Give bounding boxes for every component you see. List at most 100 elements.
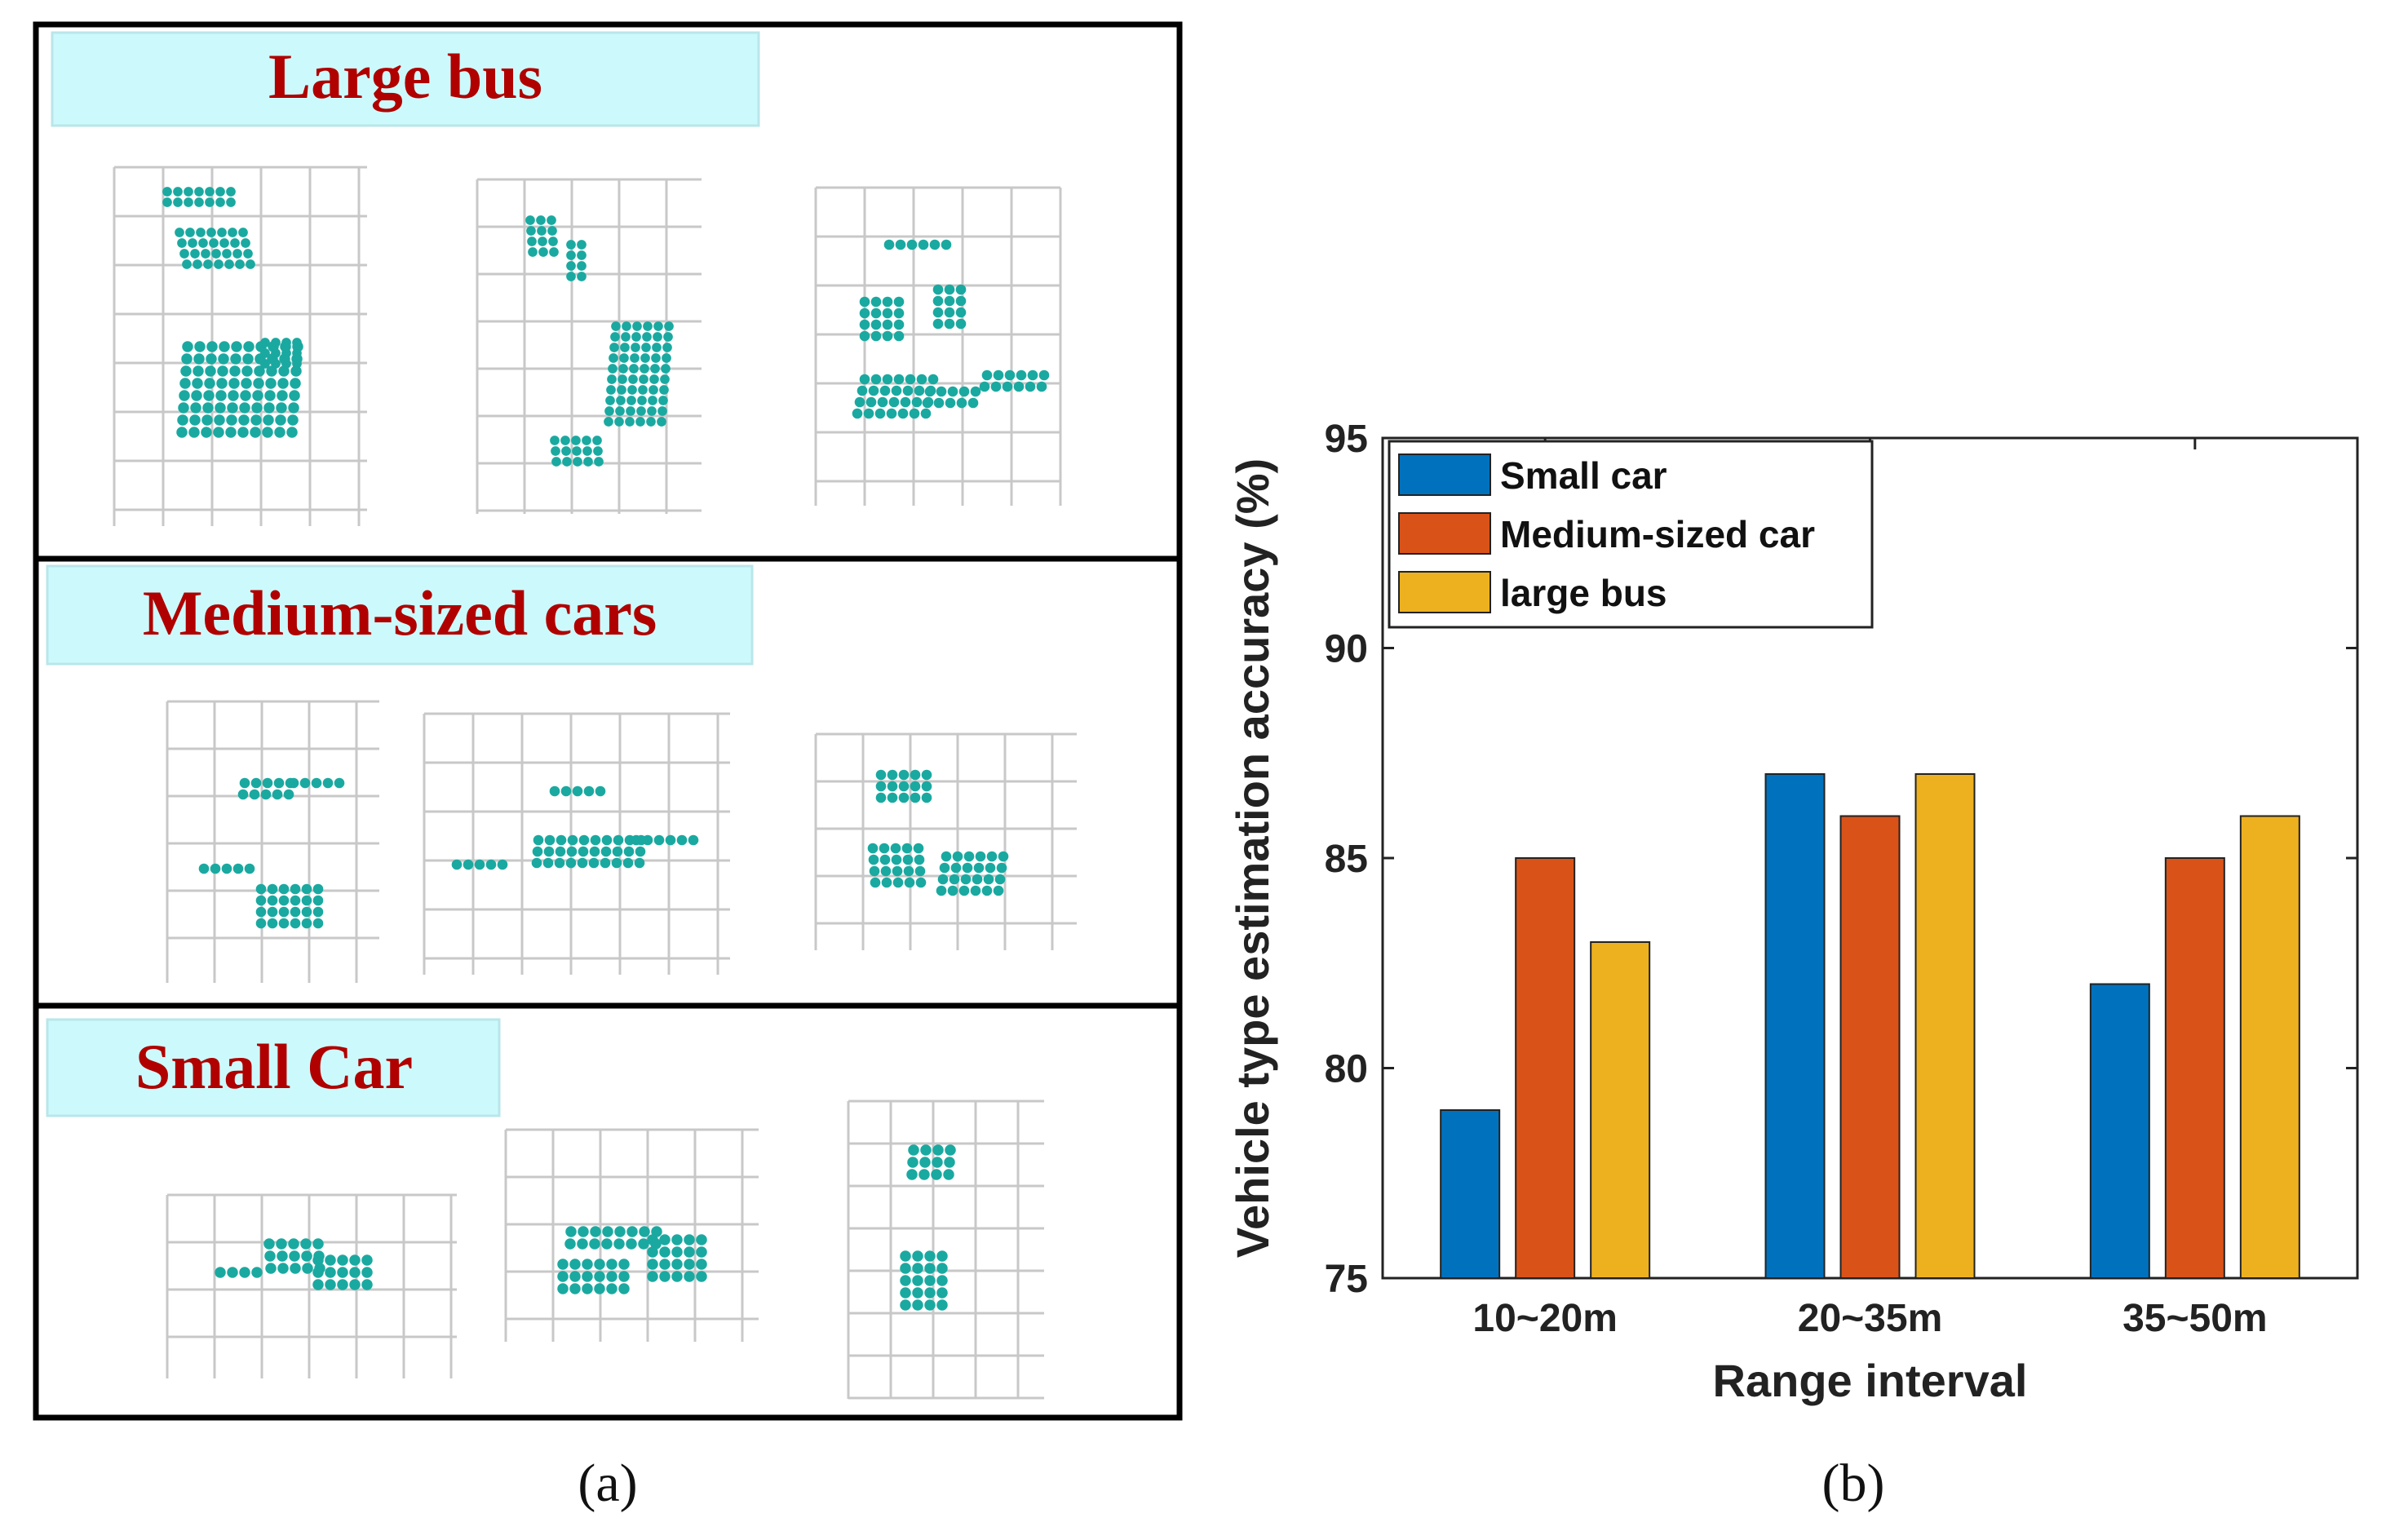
scan-point [288, 777, 299, 789]
scan-point [875, 769, 887, 781]
scan-point [225, 427, 237, 438]
point-cluster [859, 296, 905, 342]
scan-point [963, 851, 975, 862]
scan-point [960, 874, 972, 885]
scan-point [239, 1267, 250, 1278]
scan-point [290, 365, 302, 377]
scan-point [173, 197, 183, 207]
point-cloud-thumbnail [814, 732, 1077, 950]
scan-point [859, 374, 870, 385]
scan-point [883, 239, 895, 250]
scan-point [349, 1267, 361, 1278]
scan-point [569, 1271, 581, 1282]
scan-point [556, 834, 567, 846]
scan-point [255, 883, 267, 895]
scan-point [218, 353, 229, 365]
scan-point [263, 402, 275, 414]
scan-point [875, 781, 887, 792]
scan-point [892, 877, 904, 888]
scan-point [205, 365, 216, 377]
scan-point [895, 239, 906, 250]
scan-point [908, 1144, 919, 1156]
point-cloud-thumbnail [166, 700, 379, 983]
scan-point [618, 364, 628, 374]
scan-point [206, 341, 218, 352]
point-cluster [198, 863, 255, 874]
scan-point [912, 1287, 923, 1299]
scan-point [543, 846, 555, 857]
x-tick-label: 10~20m [1472, 1297, 1618, 1340]
scan-point [662, 343, 672, 352]
scan-point [854, 396, 865, 408]
scan-point [578, 1226, 589, 1237]
scan-point [566, 240, 576, 250]
scan-point [566, 846, 578, 857]
scan-point [278, 883, 290, 895]
scan-point [497, 859, 508, 870]
scan-point [361, 1254, 373, 1266]
scan-point [958, 386, 970, 397]
scan-point [944, 307, 955, 318]
scan-point [325, 1267, 336, 1278]
scan-point [178, 402, 189, 414]
scan-point [312, 918, 324, 929]
scan-point [260, 789, 272, 800]
point-cloud-thumbnail [814, 186, 1062, 506]
scan-point [906, 1169, 918, 1180]
scan-point [606, 1271, 617, 1282]
scan-point [684, 1234, 695, 1245]
scan-point [554, 857, 565, 869]
scan-point [651, 1226, 662, 1237]
scan-point [1025, 381, 1036, 392]
scan-point [638, 1238, 649, 1250]
scan-point [582, 1283, 593, 1294]
scan-point [201, 249, 210, 259]
scan-point [922, 397, 933, 409]
scan-point [290, 895, 301, 906]
scan-point [589, 1238, 600, 1250]
scan-point [927, 374, 939, 385]
scan-point [254, 365, 265, 377]
scan-point [244, 863, 255, 874]
scan-point [182, 341, 193, 352]
scan-point [177, 238, 187, 248]
scan-point [243, 249, 253, 259]
scan-point [659, 1246, 671, 1258]
scan-point [637, 396, 647, 405]
title-box-small-car [46, 1018, 501, 1117]
point-cluster [312, 1254, 373, 1290]
scan-point [262, 777, 273, 789]
scan-point [179, 390, 190, 401]
scan-point [194, 341, 206, 352]
scan-point [219, 341, 230, 352]
scan-point [566, 272, 576, 281]
scan-point [893, 319, 905, 330]
scan-point [929, 239, 941, 250]
scan-point [237, 427, 249, 438]
scan-point [956, 397, 967, 409]
scan-point [292, 338, 302, 347]
scan-point [312, 1267, 324, 1278]
scan-point [271, 338, 281, 347]
scan-point [528, 247, 538, 257]
scan-point [945, 1144, 956, 1156]
scan-point [875, 792, 887, 803]
scan-point [361, 1267, 373, 1278]
scan-point [601, 1238, 613, 1250]
scan-point [605, 396, 615, 405]
scan-point [936, 885, 947, 896]
scan-point [260, 359, 270, 369]
scan-point [582, 1259, 593, 1270]
scan-point [617, 385, 626, 395]
panel-a-frame [33, 21, 1183, 1421]
scan-point [906, 239, 918, 250]
scan-point [613, 1238, 625, 1250]
point-cloud-thumbnails [113, 166, 1077, 1400]
scan-point [955, 307, 967, 318]
scan-point [592, 436, 602, 445]
scan-point [217, 228, 227, 237]
scan-point [242, 353, 254, 365]
legend-label: large bus [1500, 572, 1667, 614]
x-tick-label: 35~50m [2122, 1297, 2268, 1340]
